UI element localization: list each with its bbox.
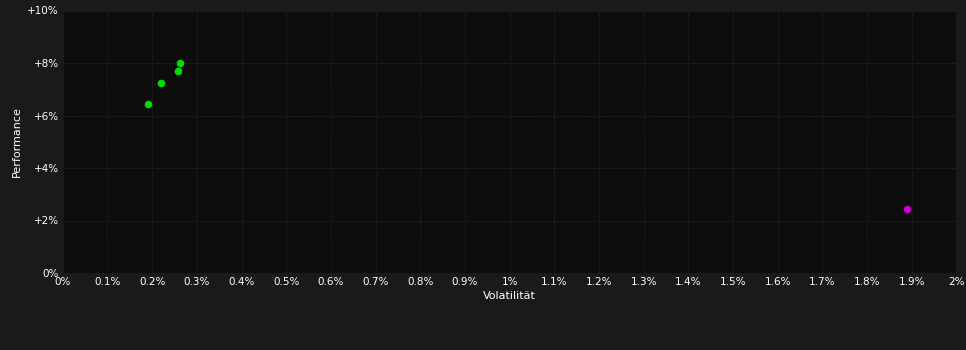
Point (154, 80, 169, 85)
Point (172, 60, 187, 66)
Point (140, 101, 156, 106)
Y-axis label: Performance: Performance (12, 106, 21, 177)
Point (170, 68, 185, 74)
Point (899, 206, 915, 211)
X-axis label: Volatilität: Volatilität (483, 291, 536, 301)
